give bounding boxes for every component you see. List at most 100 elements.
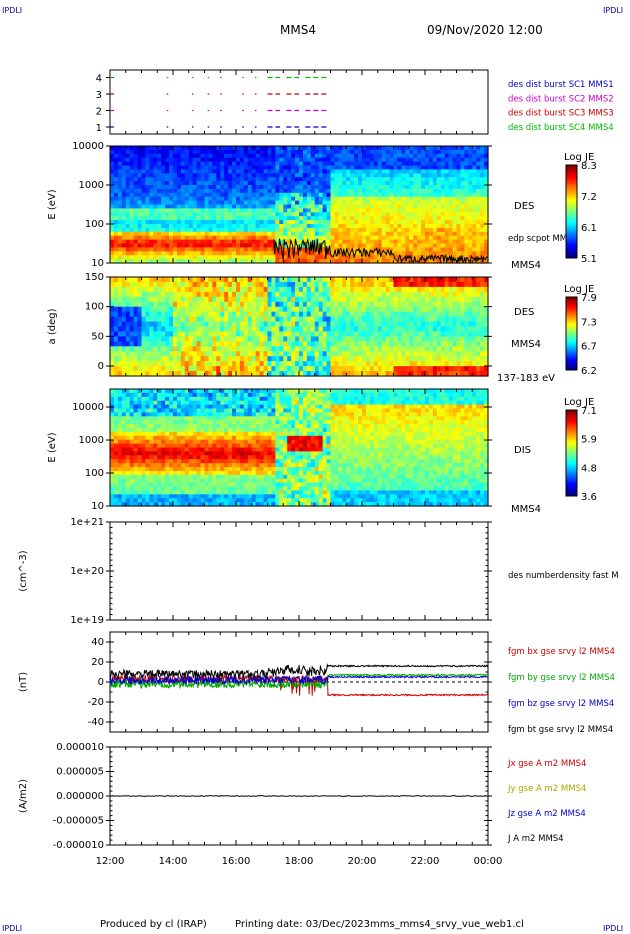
heatmap-cell	[330, 316, 336, 323]
heatmap-cell	[397, 185, 402, 190]
heatmap-cell	[212, 259, 217, 264]
heatmap-cell	[161, 235, 166, 241]
heatmap-cell	[452, 277, 458, 283]
heatmap-cell	[184, 216, 190, 221]
heatmap-cell	[267, 196, 273, 202]
heatmap-cell	[342, 169, 347, 174]
heatmap-cell	[299, 200, 304, 206]
heatmap-cell	[480, 146, 485, 151]
heatmap-cell	[460, 336, 465, 342]
heatmap-cell	[318, 185, 324, 190]
heatmap-cell	[397, 371, 402, 377]
heatmap-cell	[409, 220, 414, 225]
heatmap-cell	[196, 235, 202, 241]
heatmap-cell	[369, 306, 375, 313]
heatmap-cell	[342, 331, 347, 337]
heatmap-cell	[299, 188, 304, 194]
heatmap-cell	[373, 235, 379, 241]
heatmap-cell	[401, 216, 406, 221]
heatmap-cell	[153, 291, 158, 298]
heatmap-cell	[263, 165, 269, 170]
heatmap-cell	[314, 361, 320, 367]
heatmap-cell	[129, 366, 135, 372]
heatmap-cell	[326, 192, 332, 198]
heatmap-cell	[224, 259, 229, 264]
heatmap-cell	[472, 316, 477, 323]
heatmap-cell	[291, 321, 296, 328]
heatmap-cell	[153, 255, 158, 260]
heatmap-cell	[173, 181, 178, 186]
heatmap-cell	[342, 188, 347, 194]
heatmap-cell	[409, 149, 414, 155]
heatmap-cell	[393, 220, 399, 225]
heatmap-cell	[110, 316, 115, 323]
heatmap-cell	[287, 243, 292, 248]
heatmap-cell	[192, 371, 198, 377]
heatmap-cell	[302, 341, 308, 347]
heatmap-cell	[220, 200, 225, 206]
heatmap-cell	[432, 321, 438, 328]
heatmap-cell	[421, 316, 426, 323]
heatmap-cell	[421, 149, 426, 155]
heatmap-cell	[251, 212, 257, 217]
heatmap-cell	[448, 173, 454, 178]
heatmap-cell	[326, 311, 332, 318]
heatmap-cell	[176, 216, 182, 221]
heatmap-cell	[259, 301, 265, 308]
heatmap-cell	[440, 291, 446, 298]
heatmap-cell	[468, 149, 473, 155]
heatmap-cell	[314, 188, 320, 194]
heatmap-cell	[279, 277, 284, 283]
heatmap-cell	[169, 161, 174, 167]
heatmap-cell	[243, 361, 249, 367]
heatmap-cell	[267, 251, 273, 256]
heatmap-cell	[310, 216, 316, 221]
heatmap-cell	[428, 306, 434, 313]
heatmap-cell	[389, 326, 395, 333]
heatmap-cell	[314, 161, 320, 167]
heatmap-cell	[176, 153, 182, 159]
heatmap-cell	[342, 235, 347, 241]
heatmap-cell	[176, 208, 182, 213]
heatmap-cell	[472, 149, 477, 155]
heatmap-cell	[405, 157, 410, 163]
heatmap-cell	[444, 200, 450, 206]
heatmap-cell	[322, 200, 328, 206]
heatmap-cell	[157, 157, 162, 163]
heatmap-cell	[133, 346, 139, 352]
heatmap-cell	[326, 361, 332, 367]
heatmap-cell	[279, 192, 284, 198]
heatmap-cell	[267, 341, 273, 347]
heatmap-cell	[460, 243, 465, 248]
heatmap-cell	[464, 251, 469, 256]
heatmap-cell	[216, 146, 221, 151]
heatmap-cell	[354, 336, 359, 342]
heatmap-cell	[255, 346, 261, 352]
heatmap-cell	[440, 224, 446, 229]
heatmap-cell	[350, 216, 355, 221]
heatmap-cell	[204, 251, 210, 256]
heatmap-cell	[468, 346, 473, 352]
heatmap-cell	[460, 326, 465, 333]
heatmap-cell	[125, 346, 131, 352]
heatmap-cell	[389, 361, 395, 367]
heatmap-cell	[302, 181, 308, 186]
heatmap-cell	[239, 366, 245, 372]
heatmap-cell	[216, 181, 221, 186]
heatmap-cell	[133, 177, 139, 182]
heatmap-cell	[480, 208, 485, 213]
heatmap-cell	[330, 291, 336, 298]
heatmap-cell	[472, 227, 477, 233]
heatmap-cell	[137, 351, 143, 357]
heatmap-cell	[200, 243, 206, 248]
heatmap-cell	[362, 356, 367, 362]
heatmap-cell	[428, 224, 434, 229]
heatmap-cell	[204, 277, 210, 283]
heatmap-cell	[165, 208, 170, 213]
heatmap-cell	[259, 185, 265, 190]
heatmap-cell	[129, 235, 135, 241]
heatmap-cell	[322, 173, 328, 178]
heatmap-cell	[436, 366, 442, 372]
heatmap-cell	[373, 286, 379, 293]
heatmap-cell	[204, 173, 210, 178]
